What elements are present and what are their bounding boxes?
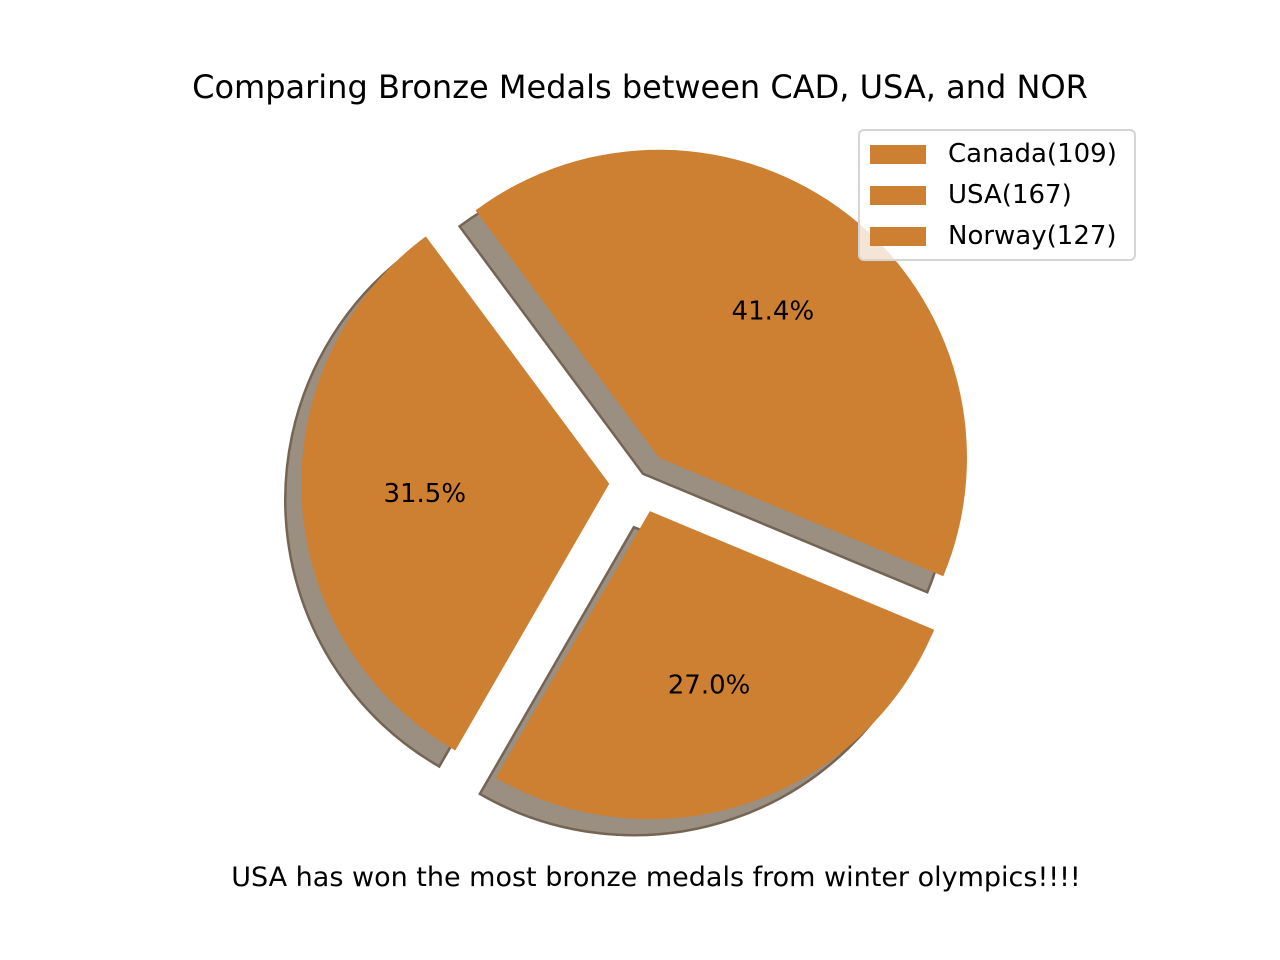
percent-label-canada: 27.0% [668,671,751,701]
slice-norway [301,236,610,751]
legend-item-usa: USA(167) [870,179,1072,211]
chart-title: Comparing Bronze Medals between CAD, USA… [192,68,1088,106]
pie-slices [301,149,967,820]
legend-swatch [870,144,926,164]
legend: Canada(109) USA(167) Norway(127) [858,129,1136,261]
legend-item-norway: Norway(127) [870,220,1117,252]
legend-label: Norway(127) [948,221,1117,251]
legend-swatch [870,226,926,246]
percent-labels: 27.0% 41.4% 31.5% [383,297,814,701]
percent-label-norway: 31.5% [383,479,466,509]
slice-usa [475,149,967,577]
percent-label-usa: 41.4% [732,297,815,327]
slice-canada [495,511,935,820]
legend-label: USA(167) [948,180,1072,210]
legend-label: Canada(109) [948,139,1117,169]
legend-swatch [870,185,926,205]
legend-item-canada: Canada(109) [870,138,1117,170]
chart-caption: USA has won the most bronze medals from … [231,862,1081,893]
